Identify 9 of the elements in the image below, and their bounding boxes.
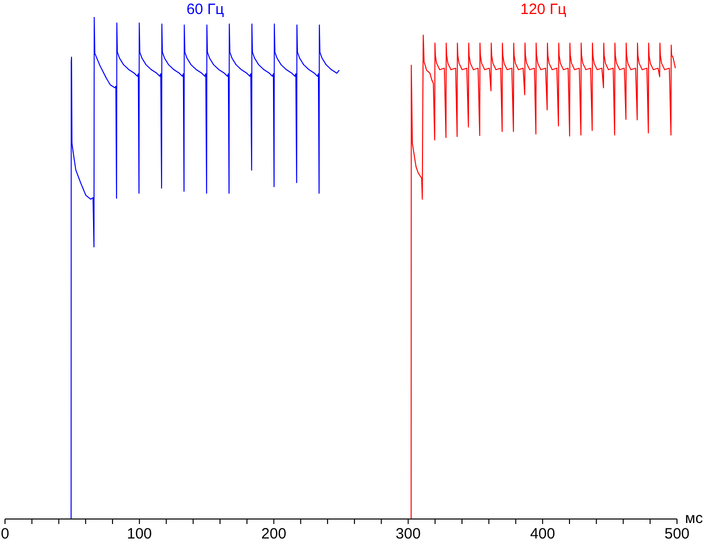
series-label: 60 Гц	[186, 1, 224, 18]
x-tick-label: 100	[126, 526, 152, 543]
series-label: 120 Гц	[520, 1, 567, 18]
x-tick-label: 0	[0, 526, 10, 543]
x-tick-label: 400	[530, 526, 556, 543]
x-tick-label: 500	[664, 526, 690, 543]
x-tick-label: 200	[261, 526, 286, 543]
x-axis-title: мс	[685, 510, 703, 527]
x-tick-label: 300	[396, 526, 421, 543]
